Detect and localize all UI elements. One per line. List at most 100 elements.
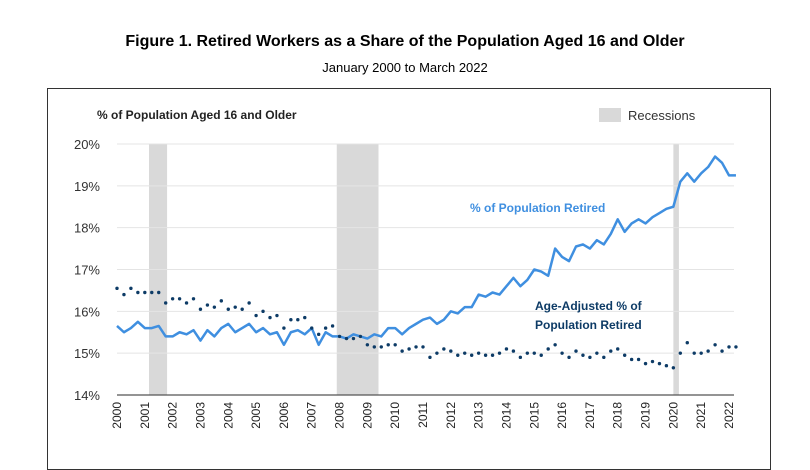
data-point-age-adjusted <box>657 361 662 366</box>
data-point-age-adjusted <box>184 301 189 305</box>
data-point-age-adjusted <box>275 313 279 318</box>
x-tick-label: 2002 <box>166 402 180 429</box>
x-tick-label: 2001 <box>138 402 152 429</box>
series-label-retired: % of Population Retired <box>470 201 605 215</box>
data-point-age-adjusted <box>143 290 147 295</box>
x-tick-labels: 2000 2001 2002 2003 2004 2005 2006 2007 2008 2009… <box>110 402 736 429</box>
x-tick-label: 2003 <box>193 402 207 429</box>
data-point-age-adjusted <box>636 357 641 362</box>
data-point-age-adjusted <box>337 334 342 339</box>
data-point-age-adjusted <box>393 343 397 347</box>
x-tick-label: 2018 <box>611 402 625 429</box>
x-tick-label: 2020 <box>666 402 680 429</box>
data-point-age-adjusted <box>713 343 717 347</box>
data-point-age-adjusted <box>497 351 502 355</box>
data-point-age-adjusted <box>212 305 217 309</box>
data-point-age-adjusted <box>629 357 634 362</box>
data-point-age-adjusted <box>268 315 272 320</box>
data-point-age-adjusted <box>240 307 244 311</box>
data-point-age-adjusted <box>622 353 627 357</box>
data-point-age-adjusted <box>122 292 126 297</box>
data-point-age-adjusted <box>511 349 516 353</box>
data-point-age-adjusted <box>351 336 356 341</box>
y-tick-label: 15% <box>74 346 100 361</box>
data-point-age-adjusted <box>727 345 731 349</box>
data-point-age-adjusted <box>581 353 585 357</box>
x-tick-label: 2014 <box>499 402 513 429</box>
data-point-age-adjusted <box>136 290 140 295</box>
data-point-age-adjusted <box>205 303 210 307</box>
data-point-age-adjusted <box>595 351 599 355</box>
data-point-age-adjusted <box>289 318 293 322</box>
data-point-age-adjusted <box>643 361 648 366</box>
data-point-age-adjusted <box>247 301 251 305</box>
data-point-age-adjusted <box>734 345 738 349</box>
data-point-age-adjusted <box>560 351 564 355</box>
x-tick-label: 2010 <box>388 402 402 429</box>
data-point-age-adjusted <box>296 318 300 322</box>
x-tick-label: 2006 <box>277 402 291 429</box>
data-point-age-adjusted <box>407 347 411 351</box>
data-point-age-adjusted <box>720 349 724 353</box>
data-point-age-adjusted <box>323 326 328 330</box>
data-point-age-adjusted <box>616 347 620 351</box>
data-point-age-adjusted <box>379 345 383 349</box>
data-point-age-adjusted <box>609 349 613 353</box>
x-tick-label: 2016 <box>555 402 569 429</box>
y-tick-label: 20% <box>74 137 100 152</box>
y-tick-labels: 14% 15% 16% 17% 18% 19% 20% <box>74 137 100 403</box>
x-tick-label: 2013 <box>472 402 486 429</box>
data-point-age-adjusted <box>525 351 530 355</box>
y-tick-label: 19% <box>74 179 100 194</box>
legend-recessions-label: Recessions <box>628 108 696 123</box>
data-point-age-adjusted <box>428 355 432 360</box>
data-point-age-adjusted <box>150 290 154 295</box>
data-point-age-adjusted <box>386 343 390 347</box>
data-point-age-adjusted <box>504 347 509 351</box>
data-point-age-adjusted <box>476 351 481 355</box>
data-point-age-adjusted <box>678 351 683 355</box>
data-point-age-adjusted <box>233 305 237 309</box>
x-tick-label: 2009 <box>360 402 374 429</box>
data-point-age-adjusted <box>574 349 578 353</box>
data-point-age-adjusted <box>650 359 655 364</box>
chart-title: Figure 1. Retired Workers as a Share of … <box>125 33 685 50</box>
y-tick-label: 17% <box>74 263 100 278</box>
data-point-age-adjusted <box>469 353 474 357</box>
x-tick-label: 2005 <box>249 402 263 429</box>
x-tick-label: 2007 <box>305 402 319 429</box>
x-tick-label: 2021 <box>694 402 708 429</box>
x-tick-label: 2015 <box>527 402 541 429</box>
data-point-age-adjusted <box>129 286 133 291</box>
y-tick-label: 18% <box>74 221 100 236</box>
data-point-age-adjusted <box>282 326 286 330</box>
y-tick-label: 14% <box>74 388 100 403</box>
data-point-age-adjusted <box>706 349 710 353</box>
data-point-age-adjusted <box>602 355 606 360</box>
x-tick-label: 2012 <box>444 402 458 429</box>
data-point-age-adjusted <box>442 347 446 351</box>
gridlines <box>117 143 734 396</box>
data-point-age-adjusted <box>546 347 550 351</box>
data-point-age-adjusted <box>490 353 495 357</box>
data-point-age-adjusted <box>518 355 523 360</box>
data-point-age-adjusted <box>191 297 196 301</box>
series-line-retired <box>116 155 736 347</box>
data-point-age-adjusted <box>365 343 370 347</box>
data-point-age-adjusted <box>567 355 571 360</box>
data-point-age-adjusted <box>553 343 557 347</box>
chart-subtitle: January 2000 to March 2022 <box>322 60 488 75</box>
y-axis-label: % of Population Aged 16 and Older <box>97 108 297 122</box>
data-point-age-adjusted <box>310 326 314 330</box>
data-point-age-adjusted <box>414 345 418 349</box>
data-point-age-adjusted <box>157 290 161 295</box>
data-point-age-adjusted <box>198 307 203 311</box>
data-point-age-adjusted <box>435 351 439 355</box>
data-point-age-adjusted <box>358 334 363 339</box>
series-label-age-adjusted-line2: Population Retired <box>535 318 642 332</box>
x-tick-label: 2017 <box>583 402 597 429</box>
legend-recessions-swatch <box>599 108 621 122</box>
data-point-age-adjusted <box>303 315 307 320</box>
data-point-age-adjusted <box>664 364 669 368</box>
